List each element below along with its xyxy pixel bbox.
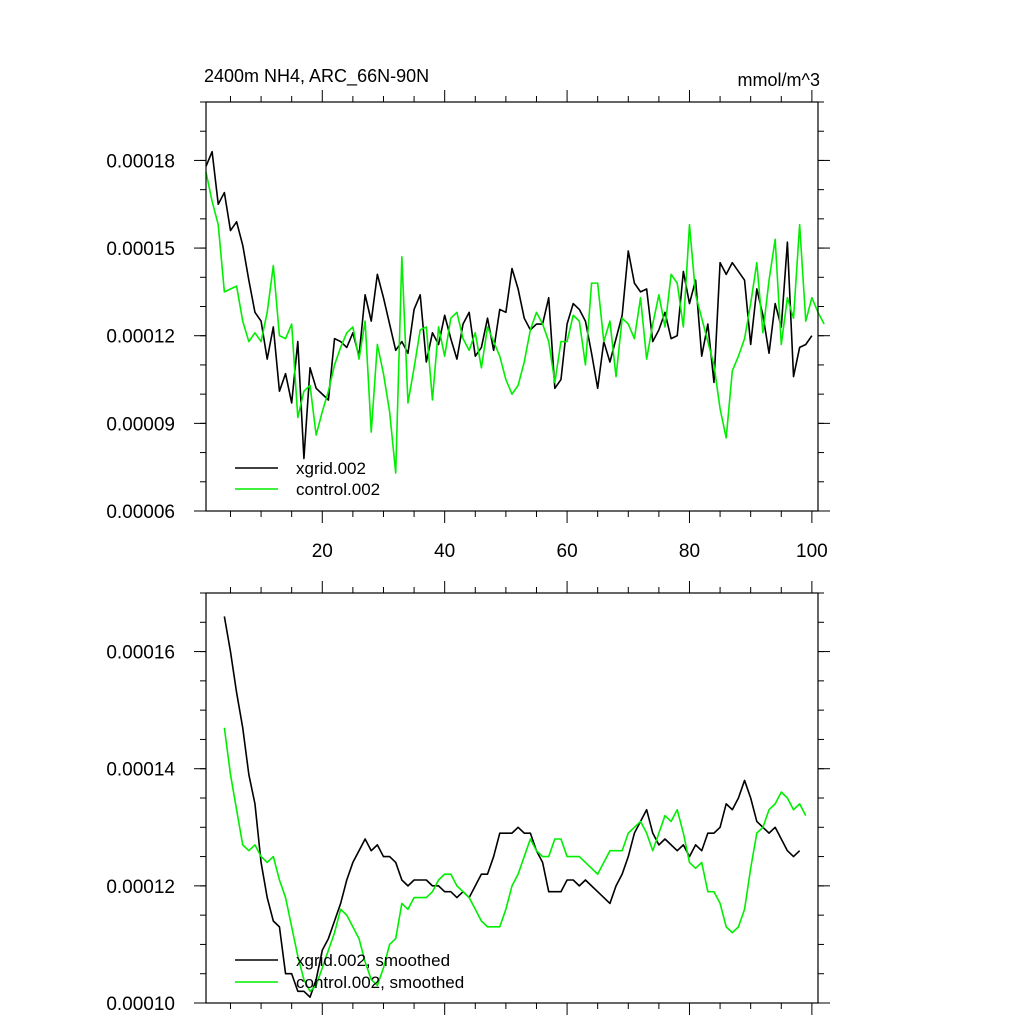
plot-frame <box>205 592 819 1004</box>
legend-label: xgrid.002 <box>296 459 366 478</box>
top-panel: 0.00006 0.00009 0.00012 0.00015 0.00018 20 40 6… <box>106 66 830 562</box>
y-tick-label: 0.00016 <box>106 643 175 664</box>
series-line-xgrid-002-smoothed <box>223 616 801 998</box>
y-tick-label: 0.00018 <box>106 151 175 172</box>
legend-label: control.002, smoothed <box>296 973 464 992</box>
y-tick-label: 0.00015 <box>106 239 175 260</box>
y-tick-label: 0.00012 <box>106 877 175 898</box>
legend-label: xgrid.002, smoothed <box>296 951 450 970</box>
plot-frame <box>205 101 819 512</box>
bottom-panel: 0.00010 0.00012 0.00014 0.00016 xgrid.002, s… <box>106 581 830 1015</box>
y-tick-label: 0.00014 <box>106 760 175 781</box>
y-tick-label: 0.00012 <box>106 327 175 348</box>
x-tick-label: 60 <box>557 541 578 562</box>
series-line-control-002-smoothed <box>223 727 807 993</box>
units-label: mmol/m^3 <box>738 70 820 90</box>
y-tick-label: 0.00009 <box>106 414 175 435</box>
chart-title: 2400m NH4, ARC_66N-90N <box>204 66 429 87</box>
y-tick-label: 0.00006 <box>106 502 175 523</box>
series-line-control-002 <box>205 171 825 474</box>
y-tick-label: 0.00010 <box>106 994 175 1015</box>
x-tick-label: 100 <box>796 541 828 562</box>
x-tick-label: 80 <box>679 541 700 562</box>
x-tick-label: 40 <box>434 541 455 562</box>
x-tick-label: 20 <box>312 541 333 562</box>
legend-label: control.002 <box>296 480 380 499</box>
